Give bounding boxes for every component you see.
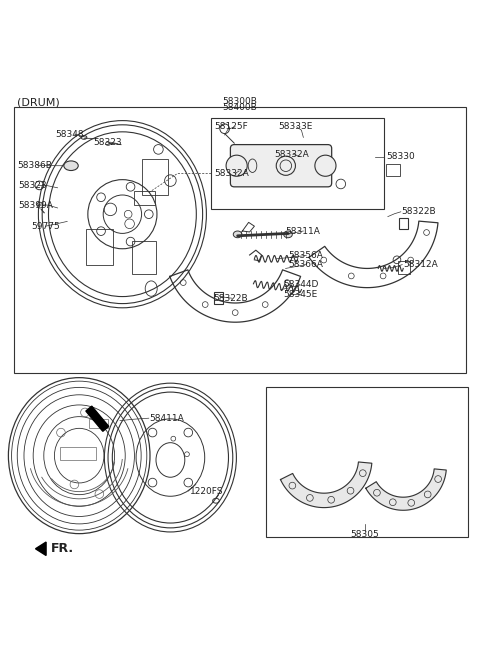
Text: 58323: 58323 [18,181,47,190]
Text: 58322B: 58322B [214,294,248,303]
Text: FR.: FR. [51,542,74,555]
Bar [266,387,468,537]
Bar [14,107,466,373]
Text: 58400B: 58400B [223,103,257,112]
Text: 58305: 58305 [350,530,379,539]
Bar [86,229,113,265]
Text: 58399A: 58399A [18,201,53,209]
Bar [89,419,108,428]
Ellipse shape [284,231,292,237]
Text: 58125F: 58125F [215,122,248,131]
Polygon shape [366,469,446,510]
FancyBboxPatch shape [230,145,332,187]
Ellipse shape [64,161,78,171]
Polygon shape [86,406,108,431]
Bar [132,241,156,274]
Text: 58366A: 58366A [288,260,323,269]
Text: 58311A: 58311A [286,226,321,235]
Text: 58411A: 58411A [149,414,183,422]
Text: 58332A: 58332A [215,169,249,178]
Circle shape [226,155,247,177]
Bar [398,261,410,274]
Bar [142,159,168,195]
Text: 1220FS: 1220FS [190,487,223,496]
Text: 58312A: 58312A [403,260,438,269]
Text: 58330: 58330 [386,152,415,161]
Text: 58322B: 58322B [401,207,435,216]
Polygon shape [280,462,372,508]
Bar [214,292,223,304]
Circle shape [315,155,336,177]
Polygon shape [36,542,46,555]
Text: 58386B: 58386B [17,161,52,170]
Text: 58323: 58323 [94,138,122,146]
Bar [134,191,155,205]
Text: 58348: 58348 [55,129,84,139]
Bar [386,164,400,176]
Bar [399,218,408,229]
Text: 58332A: 58332A [275,150,309,159]
Text: 58345E: 58345E [283,290,317,299]
Text: 58333E: 58333E [278,122,313,131]
Text: (DRUM): (DRUM) [17,97,60,107]
Text: 58344D: 58344D [283,281,319,289]
Bar [211,118,384,209]
Text: 58300B: 58300B [223,97,257,105]
Text: 59775: 59775 [31,222,60,231]
Ellipse shape [233,231,242,237]
Text: 58356A: 58356A [288,251,323,260]
Bar [60,447,96,460]
